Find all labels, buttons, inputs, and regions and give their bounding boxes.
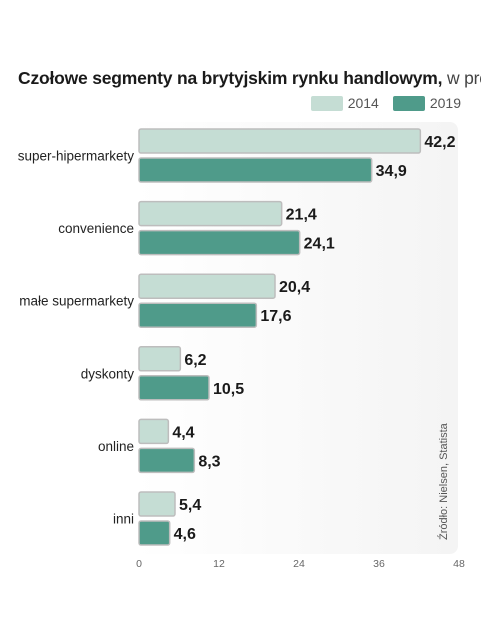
bar-2014-online xyxy=(138,418,170,445)
bar-2014-dyskonty xyxy=(138,346,182,372)
chart-title-main: Czołowe segmenty na brytyjskim rynku han… xyxy=(18,68,443,88)
data-label-2014-super-hipermarkety: 42,2 xyxy=(424,134,455,151)
bar-2019-inni xyxy=(138,520,171,546)
x-tick-label-24: 24 xyxy=(293,558,305,570)
data-label-2019-dyskonty: 10,5 xyxy=(213,381,244,398)
chart-title: Czołowe segmenty na brytyjskim rynku han… xyxy=(18,68,481,89)
bar-2014-convenience xyxy=(138,200,283,227)
data-label-2014-online: 4,4 xyxy=(172,424,194,441)
data-label-2019-convenience: 24,1 xyxy=(304,236,335,253)
plot-background xyxy=(136,122,458,554)
legend-label-2014: 2014 xyxy=(347,95,379,111)
data-label-2014-dyskonty: 6,2 xyxy=(184,352,206,369)
legend-swatch-2014 xyxy=(310,95,343,111)
bar-2019-super-hipermarkety xyxy=(138,157,373,183)
category-label-inni: inni xyxy=(113,512,134,527)
category-label-convenience: convenience xyxy=(58,221,134,236)
data-label-2019-małe-supermarkety: 17,6 xyxy=(260,308,291,325)
data-label-2019-online: 8,3 xyxy=(198,453,220,470)
legend-item-2014: 2014 xyxy=(310,95,379,111)
category-label-super-hipermarkety: super-hipermarkety xyxy=(18,149,135,164)
legend-item-2019: 2019 xyxy=(392,95,461,111)
data-label-2014-inni: 5,4 xyxy=(179,497,201,514)
category-label-dyskonty: dyskonty xyxy=(81,366,135,381)
bar-2014-małe-supermarkety xyxy=(138,273,276,299)
legend-swatch-2019 xyxy=(392,95,425,111)
chart-title-unit: w proc. xyxy=(447,68,481,88)
x-tick-label-12: 12 xyxy=(213,558,225,570)
category-label-małe-supermarkety: małe supermarkety xyxy=(19,294,134,309)
x-tick-label-36: 36 xyxy=(373,558,385,570)
legend-label-2019: 2019 xyxy=(429,95,461,111)
data-label-2019-inni: 4,6 xyxy=(174,526,196,543)
data-label-2014-convenience: 21,4 xyxy=(286,207,317,224)
bar-2019-dyskonty xyxy=(138,375,210,401)
category-label-online: online xyxy=(98,439,134,454)
bar-2019-convenience xyxy=(138,229,301,256)
data-label-2014-małe-supermarkety: 20,4 xyxy=(279,279,310,296)
source-note: Źródło: Nielsen, Statista xyxy=(438,423,450,540)
bar-2014-super-hipermarkety xyxy=(138,128,422,154)
legend: 2014 2019 xyxy=(297,95,461,111)
x-tick-label-0: 0 xyxy=(136,558,142,570)
bar-2019-małe-supermarkety xyxy=(138,302,258,328)
x-tick-label-48: 48 xyxy=(453,558,465,570)
bar-2019-online xyxy=(138,447,196,474)
data-label-2019-super-hipermarkety: 34,9 xyxy=(376,163,407,180)
bar-2014-inni xyxy=(138,491,176,517)
